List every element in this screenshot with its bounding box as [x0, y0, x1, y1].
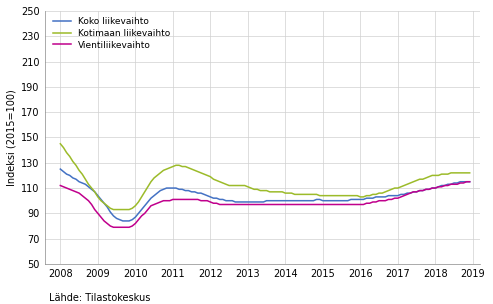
Vientiliikevaihto [463, 180, 469, 184]
Kotimaan liikevaihto [467, 171, 473, 175]
Koko liikevaihto [185, 189, 191, 192]
Line: Kotimaan liikevaihto: Kotimaan liikevaihto [60, 144, 470, 209]
Kotimaan liikevaihto [110, 208, 116, 211]
Vientiliikevaihto [110, 226, 116, 229]
Vientiliikevaihto [198, 199, 204, 202]
Vientiliikevaihto [92, 208, 98, 211]
Koko liikevaihto [388, 194, 394, 198]
Line: Koko liikevaihto: Koko liikevaihto [60, 169, 470, 221]
Koko liikevaihto [392, 194, 398, 198]
Kotimaan liikevaihto [57, 142, 63, 146]
Vientiliikevaihto [57, 184, 63, 187]
Koko liikevaihto [92, 190, 98, 194]
Kotimaan liikevaihto [92, 190, 98, 194]
Koko liikevaihto [467, 180, 473, 184]
Vientiliikevaihto [185, 198, 191, 201]
Kotimaan liikevaihto [388, 188, 394, 191]
Koko liikevaihto [107, 210, 113, 214]
Kotimaan liikevaihto [198, 171, 204, 175]
Vientiliikevaihto [388, 198, 394, 201]
Kotimaan liikevaihto [185, 166, 191, 170]
Vientiliikevaihto [107, 224, 113, 228]
Line: Vientiliikevaihto: Vientiliikevaihto [60, 182, 470, 227]
Vientiliikevaihto [467, 180, 473, 184]
Koko liikevaihto [120, 219, 126, 223]
Koko liikevaihto [198, 191, 204, 195]
Legend: Koko liikevaihto, Kotimaan liikevaihto, Vientiliikevaihto: Koko liikevaihto, Kotimaan liikevaihto, … [49, 13, 174, 53]
Vientiliikevaihto [392, 196, 398, 200]
Y-axis label: Indeksi (2015=100): Indeksi (2015=100) [7, 89, 17, 186]
Koko liikevaihto [57, 167, 63, 171]
Text: Lähde: Tilastokeskus: Lähde: Tilastokeskus [49, 293, 151, 303]
Kotimaan liikevaihto [392, 186, 398, 190]
Kotimaan liikevaihto [107, 206, 113, 210]
